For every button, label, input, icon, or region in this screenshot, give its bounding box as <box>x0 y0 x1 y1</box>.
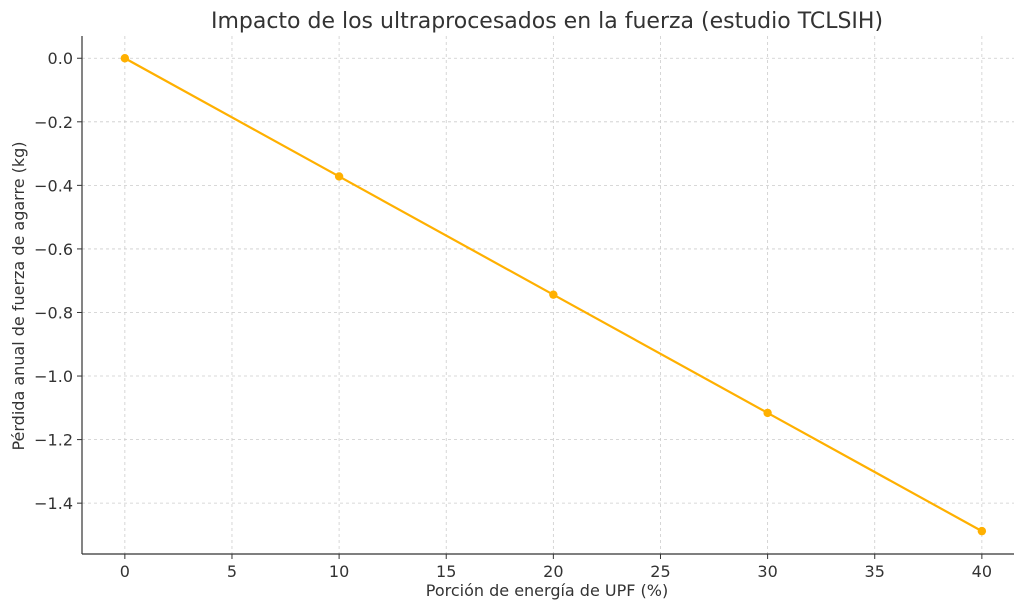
y-tick-label: −0.8 <box>34 303 73 322</box>
y-tick-label: −0.4 <box>34 176 73 195</box>
chart-title: Impacto de los ultraprocesados en la fue… <box>211 9 883 34</box>
x-tick-label: 15 <box>436 562 456 581</box>
data-point <box>977 526 987 536</box>
y-tick-label: −1.2 <box>34 431 73 450</box>
grid <box>82 36 1014 554</box>
axes <box>81 36 1014 555</box>
y-tick-label: 0.0 <box>48 49 73 68</box>
data-point <box>763 408 772 418</box>
x-tick-label: 5 <box>227 562 237 581</box>
x-tick-label: 35 <box>865 562 885 581</box>
y-tick-label: −0.2 <box>34 113 73 132</box>
y-tick-label: −0.6 <box>34 240 73 259</box>
y-axis-label: Pérdida anual de fuerza de agarre (kg) <box>9 141 28 450</box>
data-point <box>549 290 558 299</box>
x-tick-label: 30 <box>757 562 777 581</box>
series-layer <box>120 54 987 536</box>
x-tick-label: 20 <box>543 562 563 581</box>
x-tick-label: 25 <box>650 562 670 581</box>
x-tick-label: 10 <box>329 562 349 581</box>
data-point <box>120 54 130 63</box>
x-axis-label: Porción de energía de UPF (%) <box>426 581 668 600</box>
data-point <box>334 172 344 181</box>
x-tick-label: 0 <box>120 562 130 581</box>
y-tick-label: −1.4 <box>34 494 73 513</box>
y-tick-label: −1.0 <box>34 367 73 386</box>
ticks: 0 5 10 15 20 25 30 35 40 0.0 −0.2 −0.4 −0.6 −0.8 −1.0 −… <box>34 49 992 581</box>
x-tick-label: 40 <box>972 562 992 581</box>
